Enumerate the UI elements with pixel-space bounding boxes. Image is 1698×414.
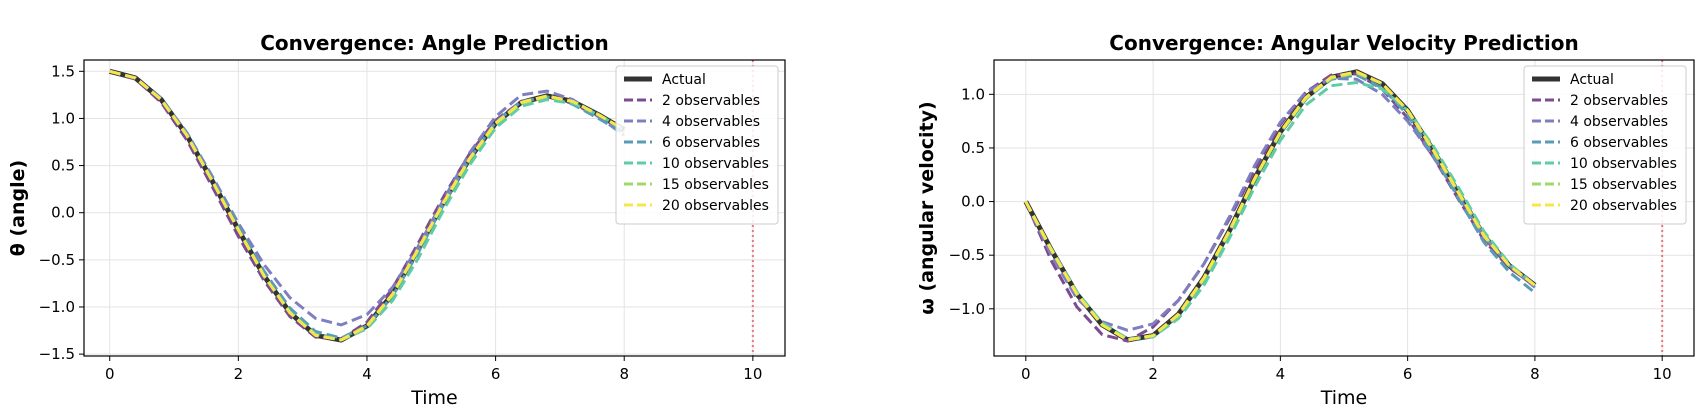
y-tick-label: 0.5: [961, 139, 985, 157]
y-axis-label: θ (angle): [7, 160, 29, 256]
chart-panel-1: 0 2 4 6 8 10 −1.5 −1.0 −0.5 0.0 0.5 1.0 1.5 Convergen…: [7, 31, 786, 409]
x-tick-label: 4: [362, 365, 372, 383]
chart-panel-2: 0 2 4 6 8 10 −1.0 −0.5 0.0 0.5 1.0 Convergence: Ang…: [916, 31, 1695, 409]
y-tick-label: −1.5: [39, 345, 75, 363]
legend-box: [615, 65, 779, 225]
y-axis-label: ω (angular velocity): [916, 101, 938, 314]
legend-label: 20 observables: [1570, 198, 1677, 214]
legend-label: 6 observables: [1570, 135, 1668, 151]
y-tick-label: −0.5: [39, 251, 75, 269]
plot-frame: [83, 59, 786, 357]
legend-label: Actual: [662, 72, 706, 88]
y-tick-label: −0.5: [949, 246, 985, 264]
chart-title: Convergence: Angle Prediction: [260, 31, 609, 55]
x-tick-label: 8: [619, 365, 629, 383]
x-tick-label: 6: [491, 365, 501, 383]
y-tick-label: 0.0: [51, 204, 75, 222]
legend-label: 4 observables: [1570, 114, 1668, 130]
legend-label: Actual: [1570, 72, 1614, 88]
y-tick-label: 0.5: [51, 157, 75, 175]
x-tick-label: 6: [1403, 365, 1413, 383]
x-tick-label: 10: [1653, 365, 1672, 383]
x-tick-label: 2: [1148, 365, 1158, 383]
legend: Actual 2 observables 4 observables 6 observ…: [615, 65, 779, 225]
y-tick-label: −1.0: [949, 300, 985, 318]
y-tick-label: −1.0: [39, 298, 75, 316]
x-axis-label: Time: [410, 387, 458, 409]
chart-title: Convergence: Angular Velocity Prediction: [1109, 31, 1578, 55]
x-tick-label: 8: [1530, 365, 1540, 383]
x-tick-label: 4: [1276, 365, 1286, 383]
legend-box: [1523, 65, 1687, 225]
x-tick-label: 0: [1021, 365, 1031, 383]
x-tick-label: 10: [743, 365, 762, 383]
legend-label: 2 observables: [662, 93, 760, 109]
x-tick-label: 2: [234, 365, 244, 383]
y-tick-label: 1.0: [51, 109, 75, 127]
series-line-20-observables: [109, 69, 625, 342]
legend-label: 10 observables: [1570, 156, 1677, 172]
x-axis-label: Time: [1320, 387, 1368, 409]
y-tick-label: 1.5: [51, 62, 75, 80]
x-tick-label: 0: [105, 365, 115, 383]
series-line-20-observables: [1024, 70, 1536, 342]
y-tick-label: 1.0: [961, 85, 985, 103]
series-line-10-observables: [1024, 81, 1536, 341]
series-line-6-observables: [1024, 73, 1536, 342]
legend-label: 15 observables: [1570, 177, 1677, 193]
legend-label: 10 observables: [662, 156, 769, 172]
y-tick-label: 0.0: [961, 193, 985, 211]
plot-frame: [993, 59, 1695, 357]
legend: Actual 2 observables 4 observables 6 observ…: [1523, 65, 1687, 225]
legend-label: 20 observables: [662, 198, 769, 214]
legend-label: 2 observables: [1570, 93, 1668, 109]
legend-label: 4 observables: [662, 114, 760, 130]
legend-label: 6 observables: [662, 135, 760, 151]
legend-label: 15 observables: [662, 177, 769, 193]
